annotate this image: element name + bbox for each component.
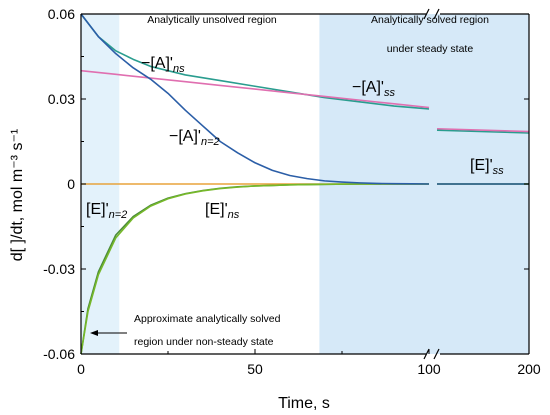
axes-frame (80, 8, 530, 360)
label-e-ns: [E]'ns (205, 201, 240, 221)
series-line-3 (80, 183, 429, 355)
x-axis-title: Time, s (278, 395, 330, 412)
axis-break-mark-10 (423, 348, 430, 360)
series-line-1 (80, 69, 430, 109)
region-labels: Analytically unsolved region Analyticall… (90, 14, 489, 348)
region-label-unsolved: Analytically unsolved region (147, 14, 277, 26)
axis-break-mark-11 (433, 348, 440, 360)
x-tick-label: 50 (247, 361, 263, 377)
y-tick-label: 0 (67, 176, 75, 192)
y-tick-label: -0.03 (43, 261, 75, 277)
axis-break-mark-00 (423, 8, 430, 20)
y-tick-label: -0.06 (43, 346, 75, 362)
y-tick-label: 0.03 (48, 91, 75, 107)
region-label-nonsteady-2: region under non-steady state (134, 336, 274, 348)
y-axis-title: d[ ]/dt, mol m⁻³ s⁻¹ (9, 129, 26, 261)
series-lines (80, 13, 530, 355)
axis-break-mark-01 (433, 8, 440, 20)
series-line-2 (80, 13, 430, 185)
label-a-ns: −[A]'ns (141, 55, 185, 75)
x-tick-label: 0 (77, 361, 85, 377)
series-line-0 (80, 13, 430, 110)
series-line-after-break-1 (436, 127, 530, 133)
y-tick-label: 0.06 (48, 6, 75, 22)
region-label-steady-2: under steady state (387, 43, 474, 55)
axis-ticks: 0.060.030-0.03-0.060 50 100 200 (43, 6, 541, 377)
region-label-nonsteady-1: Approximate analytically solved (134, 313, 281, 325)
label-e-n2: [E]'n=2 (86, 201, 127, 221)
x-tick-label: 100 (417, 361, 441, 377)
region-label-steady-1: Analytically solved region (371, 14, 489, 26)
x-tick-label: 200 (517, 361, 541, 377)
series-line-after-break-0 (436, 129, 530, 134)
label-e-ss: [E]'ss (470, 157, 504, 177)
label-a-ss: −[A]'ss (352, 79, 395, 99)
curve-labels: −[A]'ns −[A]'ss −[A]'n=2 [E]'n=2 [E]'ns … (86, 55, 504, 221)
arrow-icon (90, 330, 127, 336)
label-a-n2: −[A]'n=2 (169, 128, 220, 148)
